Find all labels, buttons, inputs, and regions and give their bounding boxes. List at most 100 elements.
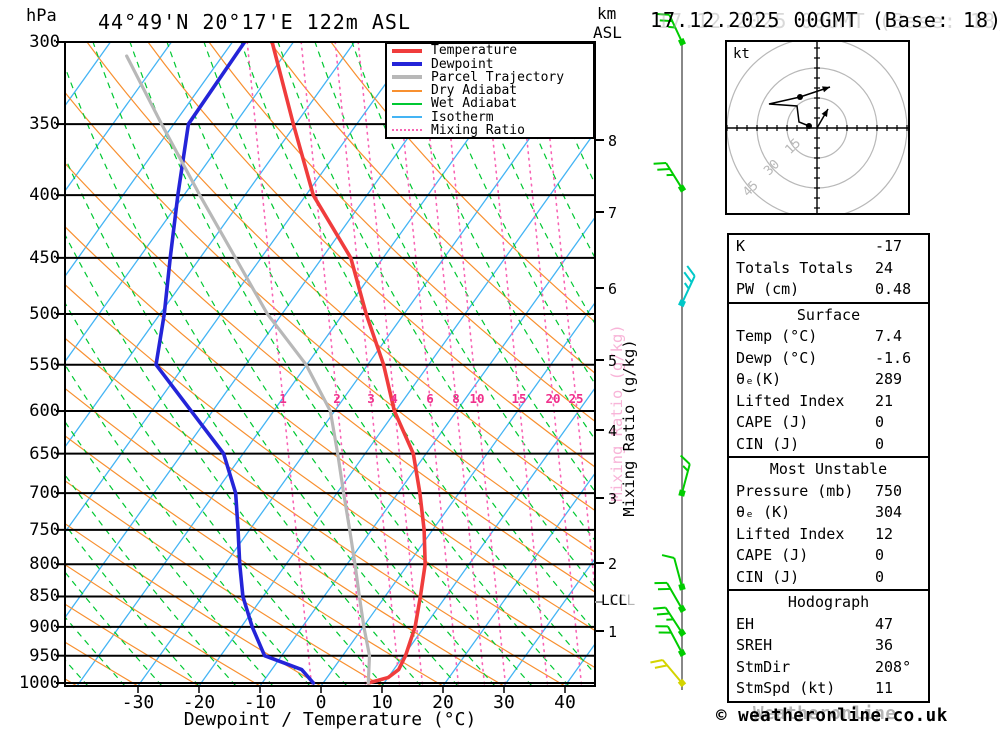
table-row: EH 47 (729, 614, 928, 636)
table-row: StmSpd (kt) 11 (729, 678, 928, 700)
table-row-value: 11 (875, 679, 894, 697)
temp-tick-label: 10 (371, 692, 393, 713)
mixing-ratio-value-label: 15 (511, 391, 527, 406)
temp-tick-label: 40 (554, 692, 576, 713)
temp-tick-label: 0 (315, 692, 327, 713)
temp-axis-label: Dewpoint / Temperature (°C) (183, 709, 477, 730)
wind-barb (656, 13, 686, 46)
table-row-label: Dewp (°C) (736, 348, 818, 367)
watermark-link[interactable]: © weatheronline.co.uk (716, 706, 948, 726)
legend-item: Temperature (387, 43, 593, 58)
table-row-label: StmSpd (kt) (736, 679, 836, 697)
pressure-tick-label: 750 (29, 519, 60, 540)
table-row-label: PW (cm) (736, 280, 800, 298)
table-row: K -17 (729, 236, 928, 258)
datetime-label: 17.12.2025 00GMT (Base: 18) (650, 8, 1000, 32)
km-tick-label: 1 (608, 623, 618, 641)
station-title: 44°49'N 20°17'E 122m ASL (98, 10, 411, 34)
altitude-unit-asl: ASL (593, 23, 622, 42)
wind-barb (650, 659, 687, 688)
table-row-label: CAPE (J) (736, 413, 809, 431)
km-tick-label: 4 (608, 422, 618, 440)
altitude-unit-km: km (597, 4, 617, 23)
hodograph-unit-label: kt (733, 46, 750, 62)
km-tick-label: 8 (608, 132, 618, 150)
pressure-tick-label: 800 (29, 554, 60, 575)
legend-swatch-dewpoint (392, 62, 422, 66)
table-section-title: Surface (796, 305, 861, 324)
pressure-tick-label: 550 (29, 354, 60, 375)
pressure-tick-label: 400 (29, 185, 60, 206)
table-section: Hodograph EH 47 SREH 36 StmDir 208° StmSpd (kt)… (729, 589, 928, 701)
table-row: PW (cm) 0.48 (729, 279, 928, 301)
mixing-ratio-axis-label: Mixing Ratio (g/kg) (620, 339, 638, 517)
km-tick-label: 2 (608, 555, 618, 573)
legend-label: Wet Adiabat (431, 96, 518, 112)
table-row-value: -1.6 (875, 348, 912, 367)
pressure-tick-label: 450 (29, 247, 60, 268)
table-row: Temp (°C) 7.4 (729, 326, 928, 348)
table-row: Dewp (°C) -1.6 (729, 348, 928, 370)
table-row: Totals Totals 24 (729, 258, 928, 280)
table-row-value: 7.4 (875, 327, 903, 345)
table-section-title: Most Unstable (769, 460, 888, 478)
legend-label: Mixing Ratio (431, 122, 525, 138)
table-row-value: 289 (875, 370, 903, 388)
table-row: Pressure (mb) 750 (729, 481, 928, 503)
wind-barb (678, 454, 691, 497)
mixing-ratio-value-label: 3 (367, 391, 375, 406)
wind-barb (655, 625, 687, 657)
table-row-value: 36 (875, 636, 894, 654)
table-row: θₑ(K) 289 (729, 369, 928, 391)
wind-barb (653, 606, 687, 637)
table-row: SREH 36 (729, 635, 928, 657)
table-row-value: 0 (875, 434, 885, 453)
lcl-label: LCL (601, 593, 628, 609)
mixing-ratio-value-label: 1 (279, 391, 287, 406)
pressure-tick-label: 900 (29, 616, 60, 637)
pressure-tick-label: 500 (29, 303, 60, 324)
wind-barb (678, 265, 696, 308)
table-row-value: 47 (875, 614, 894, 633)
table-row: θₑ (K) 304 (729, 502, 928, 524)
km-tick-label: 7 (608, 204, 618, 222)
legend-label: Parcel Trajectory (431, 69, 565, 85)
table-row-value: -17 (875, 237, 903, 255)
table-row: CAPE (J) 0 (729, 545, 928, 567)
table-row-label: Temp (°C) (736, 327, 818, 345)
temp-tick-label: 30 (493, 692, 515, 713)
mixing-ratio-value-label: 10 (469, 391, 485, 406)
table-row: StmDir 208° (729, 657, 928, 679)
pressure-tick-label: 700 (29, 483, 60, 504)
legend-swatch-wet-adiabat (392, 102, 422, 105)
table-row-value: 12 (875, 524, 894, 543)
pressure-tick-label: 1000 (19, 673, 60, 693)
table-row-value: 208° (875, 657, 912, 676)
table-row-label: StmDir (736, 657, 791, 676)
mixing-ratio-value-label: 8 (452, 391, 460, 406)
table-row-value: 0 (875, 567, 885, 586)
legend-swatch-dry-adiabat (392, 89, 422, 92)
table-row-label: EH (736, 614, 755, 633)
pressure-unit-label: hPa (26, 6, 57, 26)
table-row: Lifted Index 21 (729, 391, 928, 413)
indices-table: K -17 Totals Totals 24 PW (cm) 0.48 Surface Tem… (727, 233, 930, 703)
km-tick-label: 6 (608, 280, 618, 298)
wind-barb (654, 581, 687, 613)
legend-item: Isotherm (387, 110, 593, 125)
legend-item: Wet Adiabat (387, 96, 593, 112)
table-row-value: 0.48 (875, 280, 912, 298)
legend-swatch-mixing-ratio (392, 129, 422, 132)
legend-label: Dry Adiabat (431, 83, 518, 98)
legend-item: Dewpoint (387, 57, 593, 72)
table-row-label: θₑ(K) (736, 370, 782, 388)
table-section: K -17 Totals Totals 24 PW (cm) 0.48 (729, 235, 928, 302)
table-row-label: Lifted Index (736, 524, 845, 543)
table-row-label: CIN (J) (736, 434, 800, 453)
pressure-tick-label: 600 (29, 401, 60, 422)
sounding-curves (125, 42, 427, 685)
curve-parcel-trajectory (125, 54, 372, 685)
table-section: Surface Temp (°C) 7.4 Dewp (°C) -1.6 θₑ(K) 289… (729, 301, 928, 457)
